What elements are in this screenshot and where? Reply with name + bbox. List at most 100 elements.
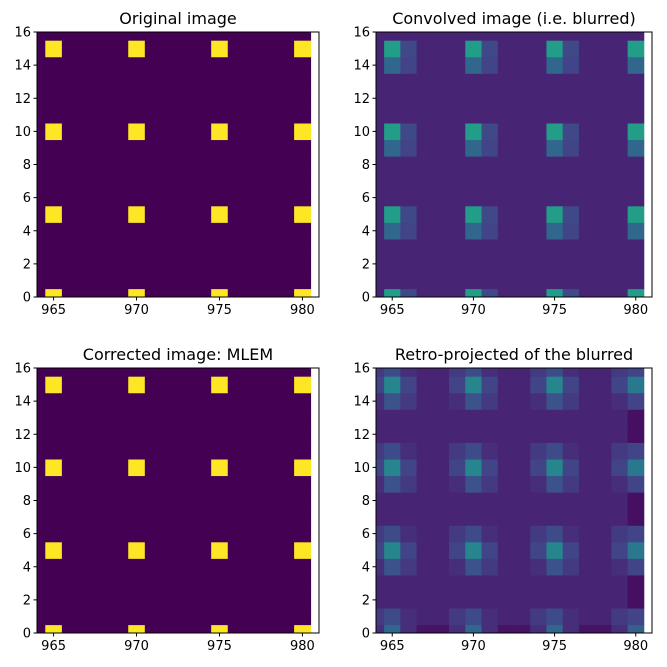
heatmap-cell — [627, 608, 645, 626]
heatmap-cell — [627, 508, 645, 526]
heatmap-cell — [78, 525, 96, 543]
heatmap-cell — [294, 608, 312, 626]
heatmap-cell — [227, 608, 245, 626]
heatmap-cell — [194, 558, 212, 576]
heatmap-cell — [611, 32, 629, 41]
heatmap-cell — [384, 425, 401, 443]
heatmap-cell — [514, 541, 531, 559]
heatmap-cell — [497, 425, 515, 443]
heatmap-cell — [481, 591, 499, 609]
heatmap-cell — [260, 255, 278, 273]
heatmap-cell — [578, 525, 596, 543]
heatmap-cell — [384, 139, 401, 157]
y-tick-label: 6 — [362, 191, 370, 206]
heatmap-cell — [481, 392, 499, 410]
heatmap-cell — [578, 591, 596, 609]
heatmap-cell — [376, 475, 385, 493]
heatmap-cell — [95, 73, 113, 91]
heatmap-cell — [194, 172, 212, 190]
heatmap-cell — [611, 409, 629, 427]
heatmap-cell — [45, 139, 63, 157]
heatmap-cell — [294, 255, 312, 273]
heatmap-cell — [546, 368, 564, 377]
heatmap-cell — [562, 222, 580, 240]
heatmap-cell — [194, 376, 212, 394]
heatmap-cell — [294, 222, 312, 240]
heatmap-cell — [530, 442, 547, 460]
heatmap-cell — [376, 624, 385, 633]
heatmap-cell — [144, 189, 162, 207]
heatmap-cell — [144, 368, 162, 377]
heatmap-cell — [400, 156, 417, 174]
subplot-title: Original image — [119, 9, 237, 28]
heatmap-cell — [432, 56, 450, 74]
heatmap-cell — [37, 156, 46, 174]
heatmap-cell — [227, 368, 245, 377]
heatmap-cell — [227, 222, 245, 240]
heatmap-cell — [161, 139, 179, 157]
heatmap-cell — [144, 508, 162, 526]
heatmap-cell — [95, 272, 113, 290]
heatmap-cell — [244, 368, 262, 377]
heatmap-cell — [95, 32, 113, 41]
heatmap-cell — [514, 222, 531, 240]
heatmap-cell — [37, 525, 46, 543]
heatmap-cell — [37, 123, 46, 141]
heatmap-image — [376, 368, 645, 633]
heatmap-cell — [627, 368, 645, 377]
heatmap-cell — [111, 508, 129, 526]
heatmap-cell — [400, 222, 417, 240]
heatmap-cell — [562, 368, 580, 377]
heatmap-cell — [611, 376, 629, 394]
heatmap-cell — [416, 40, 434, 58]
heatmap-cell — [578, 32, 596, 41]
heatmap-cell — [294, 624, 312, 633]
heatmap-cell — [78, 156, 96, 174]
heatmap-cell — [144, 475, 162, 493]
heatmap-cell — [178, 89, 195, 107]
heatmap-cell — [78, 409, 96, 427]
subplot-retro-projected: Retro-projected of the blurred 965 970 975… — [353, 345, 653, 654]
heatmap-cell — [194, 123, 212, 141]
heatmap-cell — [161, 575, 179, 592]
heatmap-cell — [432, 272, 450, 290]
heatmap-cell — [178, 442, 195, 460]
heatmap-cell — [37, 255, 46, 273]
heatmap-cell — [497, 368, 515, 377]
heatmap-cell — [294, 40, 312, 58]
heatmap-cell — [514, 40, 531, 58]
heatmap-cell — [45, 123, 63, 141]
heatmap-cell — [45, 288, 63, 297]
heatmap-cell — [432, 239, 450, 256]
heatmap-cell — [95, 409, 113, 427]
heatmap-cell — [178, 475, 195, 493]
heatmap-cell — [432, 89, 450, 107]
heatmap-cell — [178, 123, 195, 141]
heatmap-cell — [211, 608, 229, 626]
heatmap-cell — [578, 442, 596, 460]
heatmap-cell — [211, 32, 229, 41]
heatmap-cell — [465, 172, 482, 190]
heatmap-cell — [497, 392, 515, 410]
heatmap-cell — [294, 123, 312, 141]
heatmap-cell — [481, 189, 499, 207]
heatmap-cell — [400, 442, 417, 460]
heatmap-cell — [111, 172, 129, 190]
heatmap-cell — [161, 189, 179, 207]
heatmap-cell — [530, 288, 547, 297]
heatmap-cell — [194, 575, 212, 592]
heatmap-cell — [546, 106, 564, 124]
heatmap-cell — [78, 123, 96, 141]
heatmap-cell — [546, 376, 564, 394]
heatmap-cell — [161, 475, 179, 493]
heatmap-cell — [497, 139, 515, 157]
heatmap-cell — [45, 89, 63, 107]
heatmap-cell — [111, 123, 129, 141]
heatmap-cell — [416, 288, 434, 297]
heatmap-cell — [37, 575, 46, 592]
subplot-title: Retro-projected of the blurred — [395, 345, 633, 364]
heatmap-cell — [416, 89, 434, 107]
heatmap-cell — [61, 288, 79, 297]
heatmap-cell — [37, 106, 46, 124]
heatmap-cell — [497, 492, 515, 510]
